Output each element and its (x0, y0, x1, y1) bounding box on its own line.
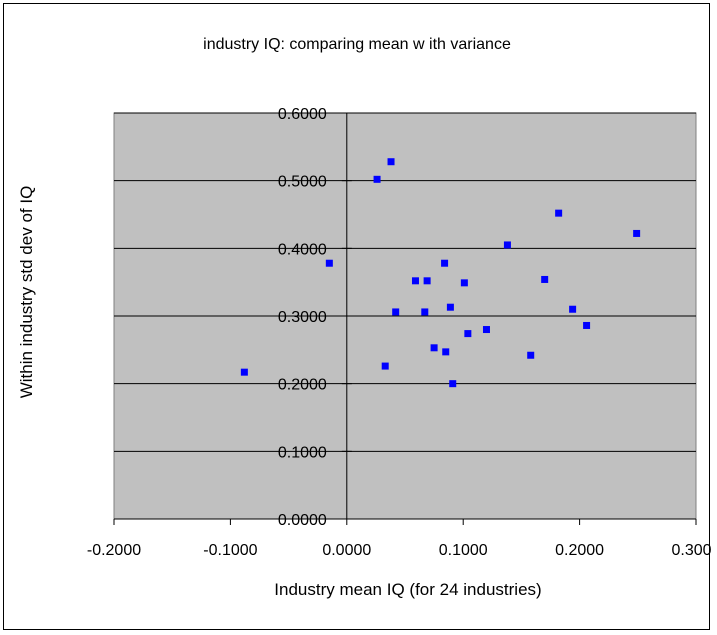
chart-frame: industry IQ: comparing mean w ith varian… (3, 3, 711, 630)
data-point (569, 305, 577, 313)
data-point (240, 368, 248, 376)
data-point (541, 275, 549, 283)
data-point (449, 380, 457, 388)
data-point (381, 362, 389, 370)
data-point (325, 259, 333, 267)
data-point (441, 259, 449, 267)
axes (113, 112, 697, 525)
data-point (373, 175, 381, 183)
y-tick-label: 0.5000 (278, 174, 327, 191)
x-tick-label: 0.3000 (672, 542, 711, 559)
y-tick-label: 0.6000 (278, 106, 327, 123)
data-point (411, 277, 419, 285)
gridlines (114, 112, 696, 452)
y-tick-labels: 0.0000 0.1000 0.2000 0.3000 0.4000 0.5000 0.60… (278, 106, 327, 529)
data-point (633, 229, 641, 237)
y-tick-label: 0.3000 (278, 309, 327, 326)
scatter-chart: industry IQ: comparing mean w ith varian… (17, 36, 711, 599)
data-point (387, 158, 395, 166)
data-point (527, 351, 535, 359)
y-tick-label: 0.2000 (278, 377, 327, 394)
y-tick-label: 0.1000 (278, 444, 327, 461)
data-point (430, 344, 438, 352)
y-tick-label: 0.4000 (278, 241, 327, 258)
data-point (583, 321, 591, 329)
data-points (240, 158, 641, 388)
x-axis-label: Industry mean IQ (for 24 industries) (274, 580, 541, 599)
y-tick-label: 0.0000 (278, 512, 327, 529)
x-tick-label: -0.1000 (203, 542, 257, 559)
data-point (503, 241, 511, 249)
chart-title: industry IQ: comparing mean w ith varian… (203, 36, 511, 53)
x-tick-label: 0.2000 (555, 542, 604, 559)
x-tick-labels: -0.2000 -0.1000 0.0000 0.1000 0.2000 0.3000 (87, 542, 711, 559)
data-point (555, 209, 563, 217)
y-axis-label: Within industry std dev of IQ (17, 186, 36, 399)
data-point (464, 330, 472, 338)
data-point (442, 348, 450, 356)
data-point (446, 303, 454, 311)
data-point (421, 308, 429, 316)
x-tick-label: 0.1000 (439, 542, 488, 559)
x-tick-label: -0.2000 (87, 542, 141, 559)
data-point (482, 326, 490, 334)
data-point (460, 279, 468, 287)
data-point (423, 277, 431, 285)
data-point (392, 308, 400, 316)
x-tick-label: 0.0000 (322, 542, 371, 559)
